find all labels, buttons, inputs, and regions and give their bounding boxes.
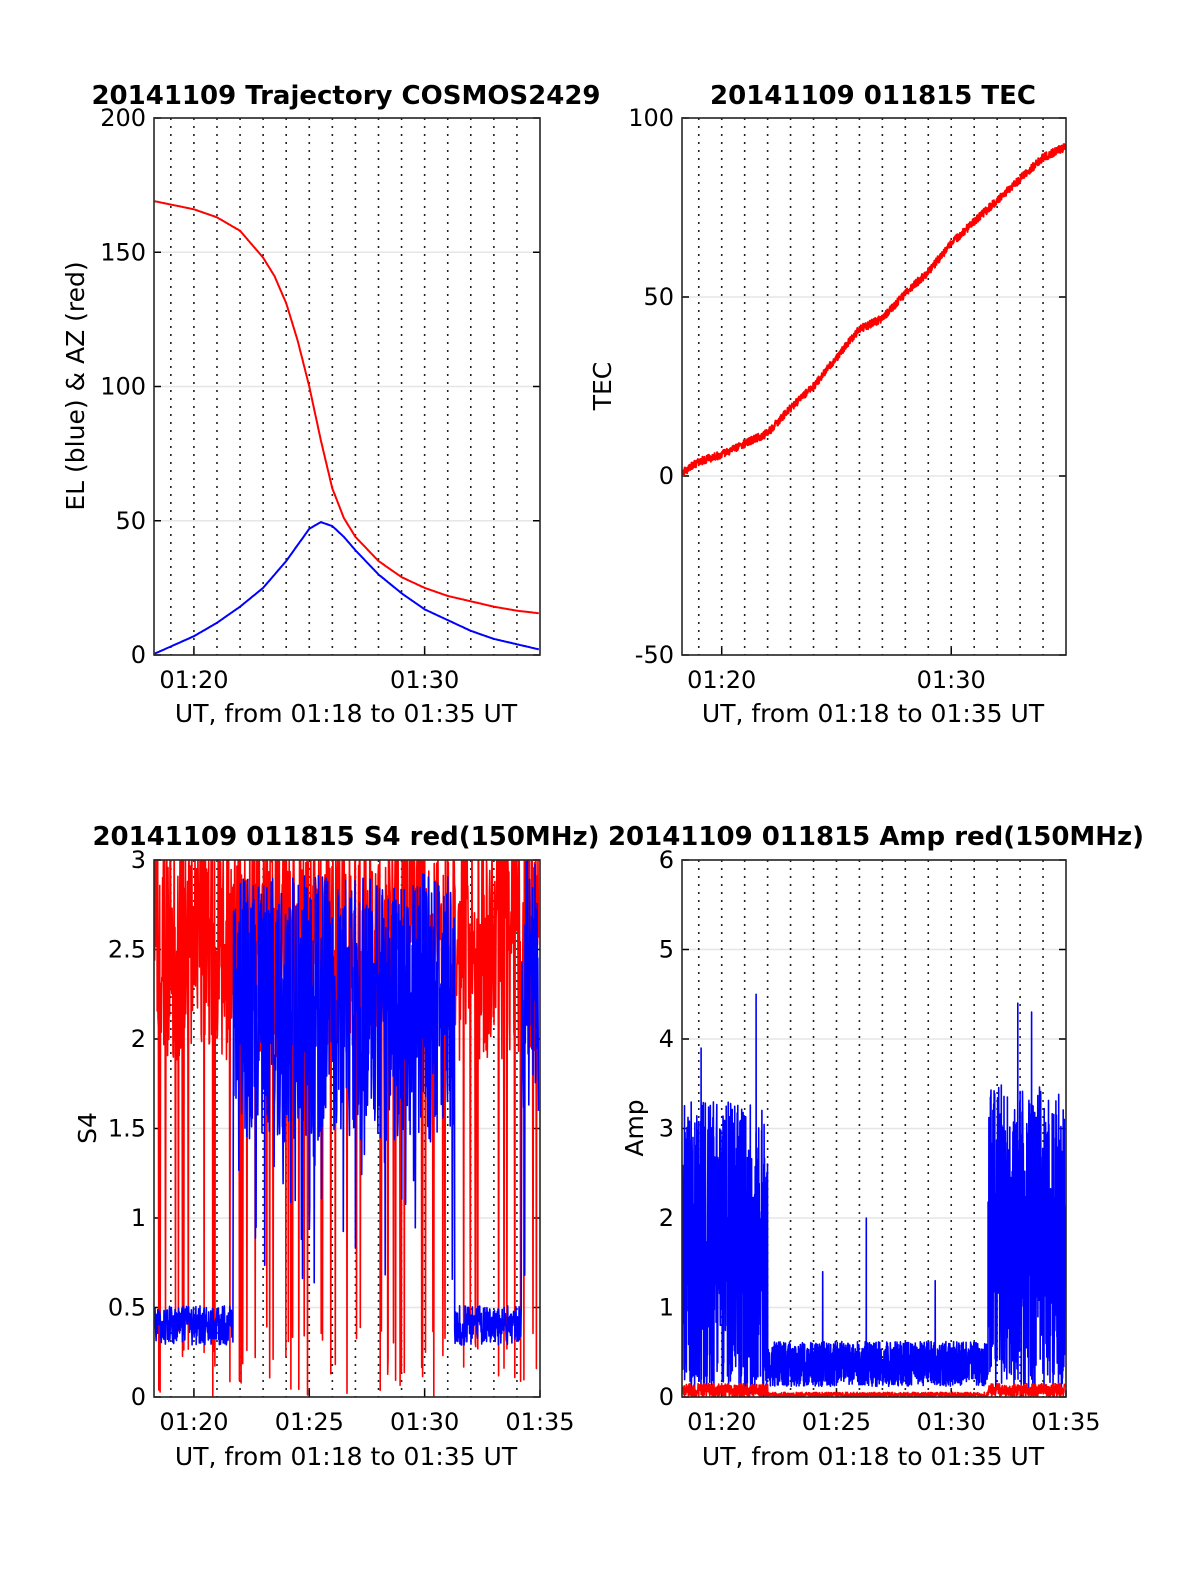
- x-tick-label: 01:30: [390, 1408, 459, 1436]
- series-layer: [154, 200, 540, 655]
- tick-labels: -50 0 50 100 01:20 01:30: [628, 104, 986, 694]
- series-layer: [682, 143, 1066, 477]
- plot-frame: [681, 117, 1067, 656]
- series-layer: [154, 860, 540, 1397]
- plot-frame: [153, 117, 541, 656]
- tick-labels: 0 1 2 3 4 5 6 01:20 01:25 01:30 01:35: [659, 846, 1101, 1436]
- x-tick-label: 01:30: [917, 1408, 986, 1436]
- grid: [154, 117, 540, 656]
- series-line: [682, 143, 1066, 477]
- x-tick-label: 01:25: [275, 1408, 344, 1436]
- x-axis-label: UT, from 01:18 to 01:35 UT: [175, 1442, 518, 1471]
- y-tick-label: 2: [131, 1025, 146, 1053]
- x-tick-label: 01:30: [917, 666, 986, 694]
- x-axis-label: UT, from 01:18 to 01:35 UT: [702, 1442, 1045, 1471]
- plot-frame: [681, 859, 1067, 1398]
- panel-title: 20141109 011815 TEC: [710, 81, 1036, 111]
- trajectory-panel: 0 50 100 150 200 01:20 01:30 20141109 Trajecto…: [61, 81, 601, 728]
- y-tick-label: 1.5: [108, 1115, 146, 1143]
- y-tick-label: 2.5: [108, 936, 146, 964]
- series-line: [154, 860, 540, 1346]
- series-line: [154, 521, 540, 655]
- y-axis-label: S4: [73, 1112, 102, 1144]
- y-tick-label: 0: [659, 1383, 674, 1411]
- series-layer: [682, 993, 1066, 1397]
- y-tick-label: 0: [659, 462, 674, 490]
- x-tick-label: 01:20: [159, 1408, 228, 1436]
- x-tick-label: 01:20: [687, 666, 756, 694]
- amp-panel: 0 1 2 3 4 5 6 01:20 01:25 01:30 01:35 20141109 011…: [608, 822, 1144, 1471]
- y-axis-label: EL (blue) & AZ (red): [61, 261, 90, 510]
- x-tick-label: 01:35: [1031, 1408, 1100, 1436]
- y-axis-label: Amp: [620, 1099, 649, 1156]
- y-axis-label: TEC: [588, 362, 617, 412]
- y-tick-label: 4: [659, 1025, 674, 1053]
- y-tick-label: 1: [659, 1294, 674, 1322]
- plot-frame: [153, 859, 541, 1398]
- y-tick-label: 5: [659, 936, 674, 964]
- x-tick-label: 01:35: [505, 1408, 574, 1436]
- x-tick-label: 01:20: [687, 1408, 756, 1436]
- y-tick-label: 100: [628, 104, 674, 132]
- y-tick-label: 2: [659, 1204, 674, 1232]
- series-line: [682, 1382, 1066, 1397]
- x-axis-label: UT, from 01:18 to 01:35 UT: [175, 699, 518, 728]
- panel-title: 20141109 011815 Amp red(150MHz): [608, 822, 1144, 852]
- y-tick-label: 150: [100, 238, 146, 266]
- y-tick-label: 0.5: [108, 1294, 146, 1322]
- y-tick-label: 100: [100, 373, 146, 401]
- y-tick-label: 0: [131, 641, 146, 669]
- panel-title: 20141109 011815 S4 red(150MHz): [92, 822, 599, 852]
- x-tick-label: 01:30: [390, 666, 459, 694]
- tick-labels: 0 50 100 150 200 01:20 01:30: [100, 104, 459, 694]
- series-line: [682, 993, 1066, 1397]
- grid: [682, 117, 1066, 656]
- y-tick-label: 200: [100, 104, 146, 132]
- x-tick-label: 01:20: [159, 666, 228, 694]
- x-axis-label: UT, from 01:18 to 01:35 UT: [702, 699, 1045, 728]
- y-tick-label: -50: [635, 641, 674, 669]
- y-tick-label: 3: [659, 1115, 674, 1143]
- panel-title: 20141109 Trajectory COSMOS2429: [91, 81, 600, 111]
- x-tick-label: 01:25: [802, 1408, 871, 1436]
- y-tick-label: 50: [643, 283, 674, 311]
- y-tick-label: 50: [115, 507, 146, 535]
- s4-panel: 0 0.5 1 1.5 2 2.5 3 01:20 01:25 01:30 01:35 201411…: [73, 822, 600, 1471]
- y-tick-label: 3: [131, 846, 146, 874]
- series-line: [154, 200, 539, 615]
- y-tick-label: 6: [659, 846, 674, 874]
- y-tick-label: 0: [131, 1383, 146, 1411]
- tick-labels: 0 0.5 1 1.5 2 2.5 3 01:20 01:25 01:30 01:35: [108, 846, 575, 1436]
- y-tick-label: 1: [131, 1204, 146, 1232]
